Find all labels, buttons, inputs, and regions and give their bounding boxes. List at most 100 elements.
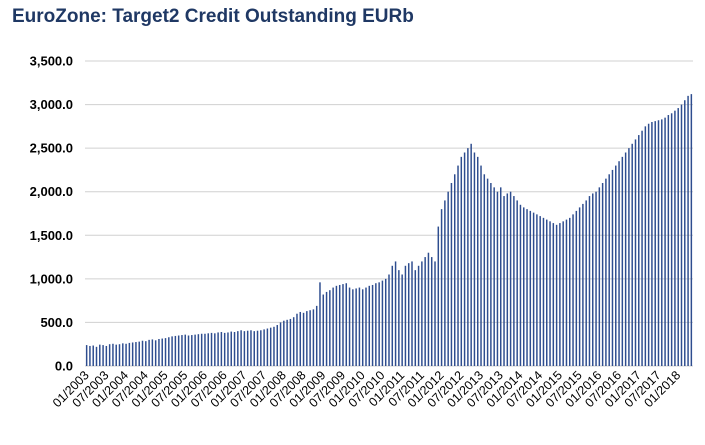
bar	[197, 334, 200, 366]
bar	[108, 344, 111, 366]
bar	[131, 342, 134, 366]
bar	[605, 178, 607, 366]
bar	[516, 200, 518, 366]
bar	[125, 343, 127, 366]
bar	[289, 318, 292, 366]
bar	[647, 123, 650, 367]
bar	[135, 342, 137, 366]
bar	[552, 223, 555, 366]
bar	[174, 335, 177, 366]
bar	[99, 344, 101, 366]
bar	[661, 119, 663, 366]
y-tick-label: 3,000.0	[30, 97, 73, 112]
bar	[427, 252, 430, 366]
bar	[470, 143, 472, 366]
bar	[618, 161, 620, 366]
bar	[95, 346, 98, 366]
bar	[611, 169, 614, 366]
bar	[191, 335, 193, 366]
bar	[365, 287, 367, 366]
bar	[315, 305, 318, 366]
bar	[407, 263, 410, 366]
bar	[457, 165, 459, 366]
bar	[680, 104, 683, 366]
bar	[421, 261, 423, 366]
bar	[296, 313, 298, 366]
bar	[486, 178, 489, 366]
bar	[151, 339, 154, 366]
bar	[555, 224, 558, 366]
bar	[667, 115, 670, 366]
bar	[361, 289, 364, 366]
y-tick-label: 3,500.0	[30, 54, 73, 69]
y-tick-label: 1,500.0	[30, 228, 73, 243]
bar	[569, 217, 571, 366]
bar	[263, 329, 265, 366]
bar	[388, 274, 390, 366]
bar	[562, 221, 564, 366]
bar	[246, 330, 249, 366]
bar	[355, 288, 357, 366]
bar	[138, 341, 140, 366]
bar	[592, 193, 594, 366]
bar	[89, 345, 91, 366]
bar	[253, 331, 255, 366]
bar	[233, 332, 236, 366]
bar	[500, 187, 502, 366]
bar	[358, 287, 361, 366]
bar	[266, 328, 269, 366]
bar	[493, 187, 495, 366]
bar	[447, 191, 449, 366]
bar	[325, 291, 328, 366]
bar	[352, 289, 354, 366]
bar	[243, 331, 246, 366]
bar	[92, 345, 94, 366]
bar	[559, 223, 561, 366]
bar	[467, 148, 469, 366]
bar	[424, 257, 426, 366]
bar	[677, 108, 679, 366]
bar	[378, 282, 380, 366]
bar	[223, 332, 226, 366]
y-tick-label: 2,500.0	[30, 141, 73, 156]
bar	[184, 334, 186, 366]
bar	[490, 183, 492, 366]
bar	[565, 219, 568, 366]
bar	[381, 280, 384, 366]
bar	[529, 210, 532, 366]
bar	[463, 152, 466, 366]
bar	[546, 219, 548, 366]
bar	[283, 320, 285, 366]
bar	[628, 148, 630, 366]
bar	[371, 284, 374, 366]
bar	[102, 345, 104, 366]
bar	[286, 319, 288, 366]
bar	[473, 152, 476, 366]
bar	[670, 113, 673, 366]
bar	[128, 342, 131, 366]
bar	[539, 216, 541, 366]
bar	[204, 333, 206, 366]
bar	[634, 139, 637, 366]
bar	[523, 207, 525, 366]
bar	[118, 344, 121, 366]
bar	[158, 338, 160, 366]
bar	[141, 340, 144, 366]
bar	[598, 187, 601, 366]
bar	[207, 333, 209, 366]
bar	[217, 332, 219, 366]
bar	[306, 311, 308, 366]
bar	[496, 191, 499, 366]
bar	[227, 332, 229, 366]
bar	[575, 210, 578, 366]
bar	[621, 156, 624, 366]
bar	[250, 330, 252, 366]
bar	[332, 287, 334, 366]
bar	[273, 326, 275, 366]
bar	[638, 135, 640, 366]
bar	[519, 204, 522, 366]
bar	[200, 333, 203, 366]
bar	[503, 196, 505, 366]
bar	[450, 183, 453, 366]
